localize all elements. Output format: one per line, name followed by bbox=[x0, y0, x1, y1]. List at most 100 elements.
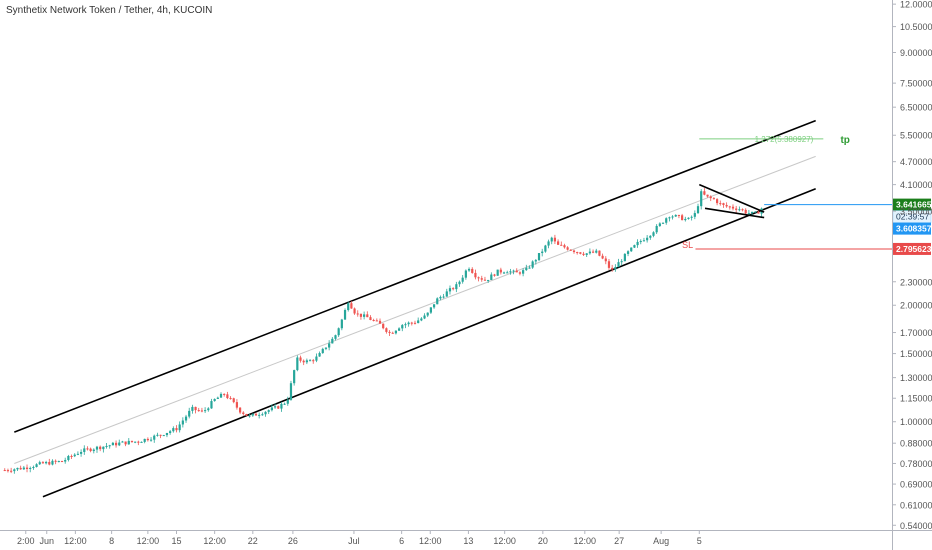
time-tick-label: 12:00 bbox=[419, 536, 442, 546]
candle-up bbox=[448, 288, 452, 292]
candle-up bbox=[588, 251, 591, 254]
candle-up bbox=[747, 213, 750, 215]
candle-up bbox=[22, 467, 25, 470]
candle-up bbox=[401, 325, 404, 329]
candle-up bbox=[143, 438, 146, 442]
candle-up bbox=[35, 464, 38, 467]
candle-down bbox=[114, 442, 118, 446]
price-tick-label: 6.500000 bbox=[900, 103, 932, 113]
candle-down bbox=[560, 244, 563, 246]
candle-down bbox=[350, 303, 353, 309]
candle-down bbox=[731, 206, 735, 209]
candle-up bbox=[121, 441, 124, 443]
candle-up bbox=[153, 435, 156, 440]
candle-down bbox=[242, 412, 245, 414]
candle-up bbox=[544, 245, 547, 252]
candle-down bbox=[137, 441, 140, 443]
candle-down bbox=[563, 245, 566, 248]
candle-up bbox=[363, 314, 366, 317]
candle-down bbox=[130, 440, 134, 442]
candle-up bbox=[261, 414, 264, 416]
price-tick-label: 0.540000 bbox=[900, 521, 932, 531]
candle-down bbox=[159, 434, 162, 436]
stop-loss-value: 2.795623 bbox=[896, 244, 932, 254]
candle-down bbox=[388, 331, 391, 333]
candle-up bbox=[439, 296, 442, 299]
candle-down bbox=[124, 441, 127, 445]
candle-up bbox=[51, 460, 54, 465]
candle-up bbox=[315, 356, 318, 361]
candle-up bbox=[95, 446, 99, 450]
candle-up bbox=[537, 253, 541, 261]
candle-down bbox=[200, 410, 204, 412]
candle-up bbox=[251, 413, 254, 416]
time-tick-label: 22 bbox=[248, 536, 258, 546]
candle-up bbox=[655, 225, 658, 233]
candle-down bbox=[598, 250, 601, 256]
price-tick-label: 7.500000 bbox=[900, 79, 932, 89]
candle-up bbox=[328, 343, 331, 348]
candle-up bbox=[283, 403, 286, 405]
candle-down bbox=[483, 279, 487, 281]
candle-down bbox=[238, 407, 242, 413]
candle-up bbox=[32, 466, 35, 468]
candle-down bbox=[728, 206, 731, 208]
chart-title: Synthetix Network Token / Tether, 4h, KU… bbox=[6, 5, 213, 16]
candle-up bbox=[531, 261, 534, 268]
candle-up bbox=[445, 291, 448, 297]
candle-up bbox=[432, 304, 436, 308]
time-tick-label: 12:00 bbox=[574, 536, 597, 546]
candle-up bbox=[750, 211, 754, 214]
candle-up bbox=[289, 383, 293, 400]
candle-up bbox=[652, 232, 655, 236]
candle-down bbox=[378, 320, 382, 324]
candle-up bbox=[534, 260, 537, 262]
candle-down bbox=[359, 313, 363, 317]
candle-down bbox=[353, 308, 356, 314]
candle-down bbox=[477, 277, 480, 279]
price-tick-label: 5.500000 bbox=[900, 131, 932, 141]
price-tick-label: 10.500000 bbox=[900, 22, 932, 32]
candle-down bbox=[735, 208, 738, 210]
candle-up bbox=[436, 298, 439, 305]
candle-up bbox=[83, 448, 86, 452]
time-tick-label: 12:00 bbox=[64, 536, 87, 546]
candle-down bbox=[471, 268, 474, 273]
candle-up bbox=[690, 216, 693, 218]
candle-down bbox=[576, 252, 579, 254]
candle-up bbox=[639, 241, 642, 243]
candle-down bbox=[99, 446, 102, 450]
candle-down bbox=[493, 274, 496, 276]
candle-down bbox=[579, 252, 582, 254]
candle-down bbox=[235, 402, 239, 408]
price-tick-label: 4.700000 bbox=[900, 157, 932, 167]
candle-down bbox=[245, 413, 248, 416]
candle-down bbox=[715, 199, 719, 204]
time-tick-label: 20 bbox=[538, 536, 548, 546]
candle-down bbox=[499, 269, 502, 273]
candle-down bbox=[86, 448, 89, 450]
target-level-label: 1.272(5.380927) bbox=[755, 135, 814, 144]
candle-up bbox=[108, 445, 111, 447]
reference-price-tag bbox=[893, 222, 931, 235]
candle-up bbox=[442, 296, 445, 298]
candle-up bbox=[522, 270, 525, 274]
candle-down bbox=[70, 455, 73, 457]
candle-up bbox=[671, 216, 674, 218]
candle-up bbox=[458, 281, 461, 285]
candle-up bbox=[308, 360, 312, 362]
candle-up bbox=[636, 241, 639, 246]
candle-up bbox=[207, 408, 210, 411]
candle-up bbox=[13, 469, 16, 472]
price-tick-label: 1.150000 bbox=[900, 394, 932, 404]
candle-up bbox=[79, 451, 83, 454]
candle-up bbox=[700, 191, 703, 207]
stop-loss-text: SL bbox=[682, 240, 693, 250]
time-tick-label: 6 bbox=[399, 536, 404, 546]
time-tick-label: 8 bbox=[109, 536, 114, 546]
candle-up bbox=[64, 459, 67, 462]
candle-down bbox=[515, 270, 518, 273]
